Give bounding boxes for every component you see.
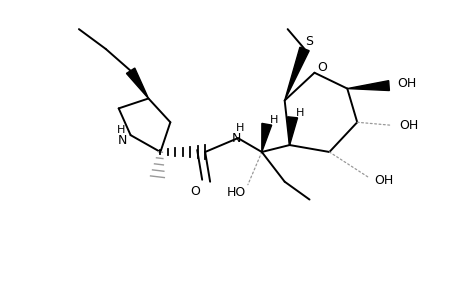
Text: H: H: [269, 115, 277, 125]
Text: S: S: [305, 34, 313, 47]
Polygon shape: [126, 68, 148, 98]
Polygon shape: [261, 123, 271, 152]
Text: HO: HO: [226, 186, 245, 199]
Text: OH: OH: [398, 119, 418, 132]
Polygon shape: [347, 81, 388, 91]
Text: OH: OH: [374, 174, 393, 187]
Polygon shape: [284, 47, 308, 100]
Text: H: H: [116, 125, 124, 135]
Text: N: N: [231, 132, 240, 145]
Text: H: H: [295, 108, 303, 118]
Text: H: H: [235, 123, 244, 133]
Text: O: O: [317, 61, 327, 74]
Text: O: O: [190, 185, 200, 198]
Text: OH: OH: [397, 77, 416, 90]
Polygon shape: [287, 117, 297, 145]
Text: N: N: [118, 134, 127, 147]
